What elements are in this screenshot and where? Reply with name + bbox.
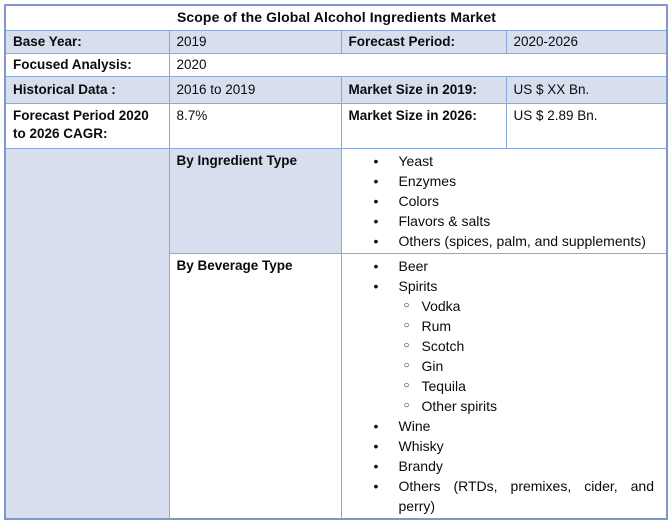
cagr-value: 8.7% (168, 102, 342, 149)
bullet-item: • Spirits (342, 276, 654, 296)
bullet-text: Scotch (421, 337, 465, 354)
bullet-text: Whisky (398, 437, 444, 454)
ingredient-type-cell: • Yeast • Enzymes • Colors • Flavors & salts • Ot… (340, 147, 668, 254)
circle-bullet-icon: ○ (403, 379, 410, 391)
forecast-period-value: 2020-2026 (505, 29, 668, 54)
bullet-text: Rum (421, 317, 452, 334)
ingredient-list: • Yeast • Enzymes • Colors • Flavors & salts • Ot… (342, 151, 654, 251)
bullet-text: Others (spices, palm, and supplements) (398, 232, 646, 249)
historical-data-label: Historical Data : (4, 75, 170, 104)
bullet-text: Spirits (398, 277, 438, 294)
focused-analysis-value: 2020 (168, 52, 668, 77)
bullet-icon: • (373, 192, 379, 209)
bullet-item: • Flavors & salts (342, 211, 654, 231)
bullet-text: Other spirits (421, 397, 497, 414)
sub-bullet-item: ○ Vodka (342, 296, 654, 316)
bullet-text: Beer (398, 257, 429, 274)
bullet-icon: • (373, 477, 379, 494)
bullet-icon: • (373, 257, 379, 274)
cagr-label: Forecast Period 2020 to 2026 CAGR: (4, 102, 170, 149)
bullet-text: Flavors & salts (398, 212, 491, 229)
bullet-text: Wine (398, 417, 431, 434)
market-size-2026-label: Market Size in 2026: (340, 102, 507, 149)
circle-bullet-icon: ○ (403, 399, 410, 411)
historical-data-value: 2016 to 2019 (168, 75, 342, 104)
bullet-text: Gin (421, 357, 444, 374)
bullet-item: • Whisky (342, 436, 654, 456)
bullet-item: • Brandy (342, 456, 654, 476)
bullet-item: • Beer (342, 256, 654, 276)
bullet-text: Colors (398, 192, 439, 209)
bullet-icon: • (373, 457, 379, 474)
bullet-icon: • (373, 172, 379, 189)
sub-bullet-item: ○ Gin (342, 356, 654, 376)
bullet-item: • Others (RTDs, premixes, cider, and perr… (342, 476, 655, 516)
focused-analysis-label: Focused Analysis: (4, 52, 170, 77)
bullet-item: • Enzymes (342, 171, 654, 191)
circle-bullet-icon: ○ (403, 299, 410, 311)
bullet-item: • Wine (342, 416, 654, 436)
bullet-text: Enzymes (398, 172, 457, 189)
bullet-icon: • (373, 232, 379, 249)
sub-bullet-item: ○ Rum (342, 316, 654, 336)
bullet-icon: • (373, 277, 379, 294)
scope-table: Scope of the Global Alcohol Ingredients … (4, 4, 668, 520)
bullet-icon: • (373, 212, 379, 229)
bullet-text: Others (RTDs, premixes, cider, and perry… (398, 477, 655, 514)
base-year-value: 2019 (168, 29, 342, 54)
bullet-text: Tequila (421, 377, 466, 394)
circle-bullet-icon: ○ (403, 359, 410, 371)
circle-bullet-icon: ○ (403, 339, 410, 351)
bullet-item: • Colors (342, 191, 654, 211)
empty-cell (4, 147, 170, 520)
circle-bullet-icon: ○ (403, 319, 410, 331)
beverage-type-label: By Beverage Type (168, 252, 342, 520)
bullet-text: Vodka (421, 297, 461, 314)
beverage-list: • Beer • Spirits ○ Vodka ○ Rum ○ Scotch ○ Gin ○ Tequi… (342, 256, 655, 516)
ingredient-type-label: By Ingredient Type (168, 147, 342, 254)
bullet-icon: • (373, 417, 379, 434)
sub-bullet-item: ○ Tequila (342, 376, 654, 396)
market-size-2026-value: US $ 2.89 Bn. (505, 102, 668, 149)
bullet-text: Brandy (398, 457, 443, 474)
beverage-type-cell: • Beer • Spirits ○ Vodka ○ Rum ○ Scotch ○ Gin ○ Tequi… (340, 252, 668, 520)
market-size-2019-label: Market Size in 2019: (340, 75, 507, 104)
bullet-text: Yeast (398, 152, 434, 169)
table-title: Scope of the Global Alcohol Ingredients … (4, 4, 668, 31)
bullet-icon: • (373, 437, 379, 454)
forecast-period-label: Forecast Period: (340, 29, 507, 54)
bullet-item: • Others (spices, palm, and supplements) (342, 231, 654, 251)
sub-bullet-item: ○ Scotch (342, 336, 654, 356)
bullet-item: • Yeast (342, 151, 654, 171)
base-year-label: Base Year: (4, 29, 170, 54)
bullet-icon: • (373, 152, 379, 169)
sub-bullet-item: ○ Other spirits (342, 396, 654, 416)
market-size-2019-value: US $ XX Bn. (505, 75, 668, 104)
